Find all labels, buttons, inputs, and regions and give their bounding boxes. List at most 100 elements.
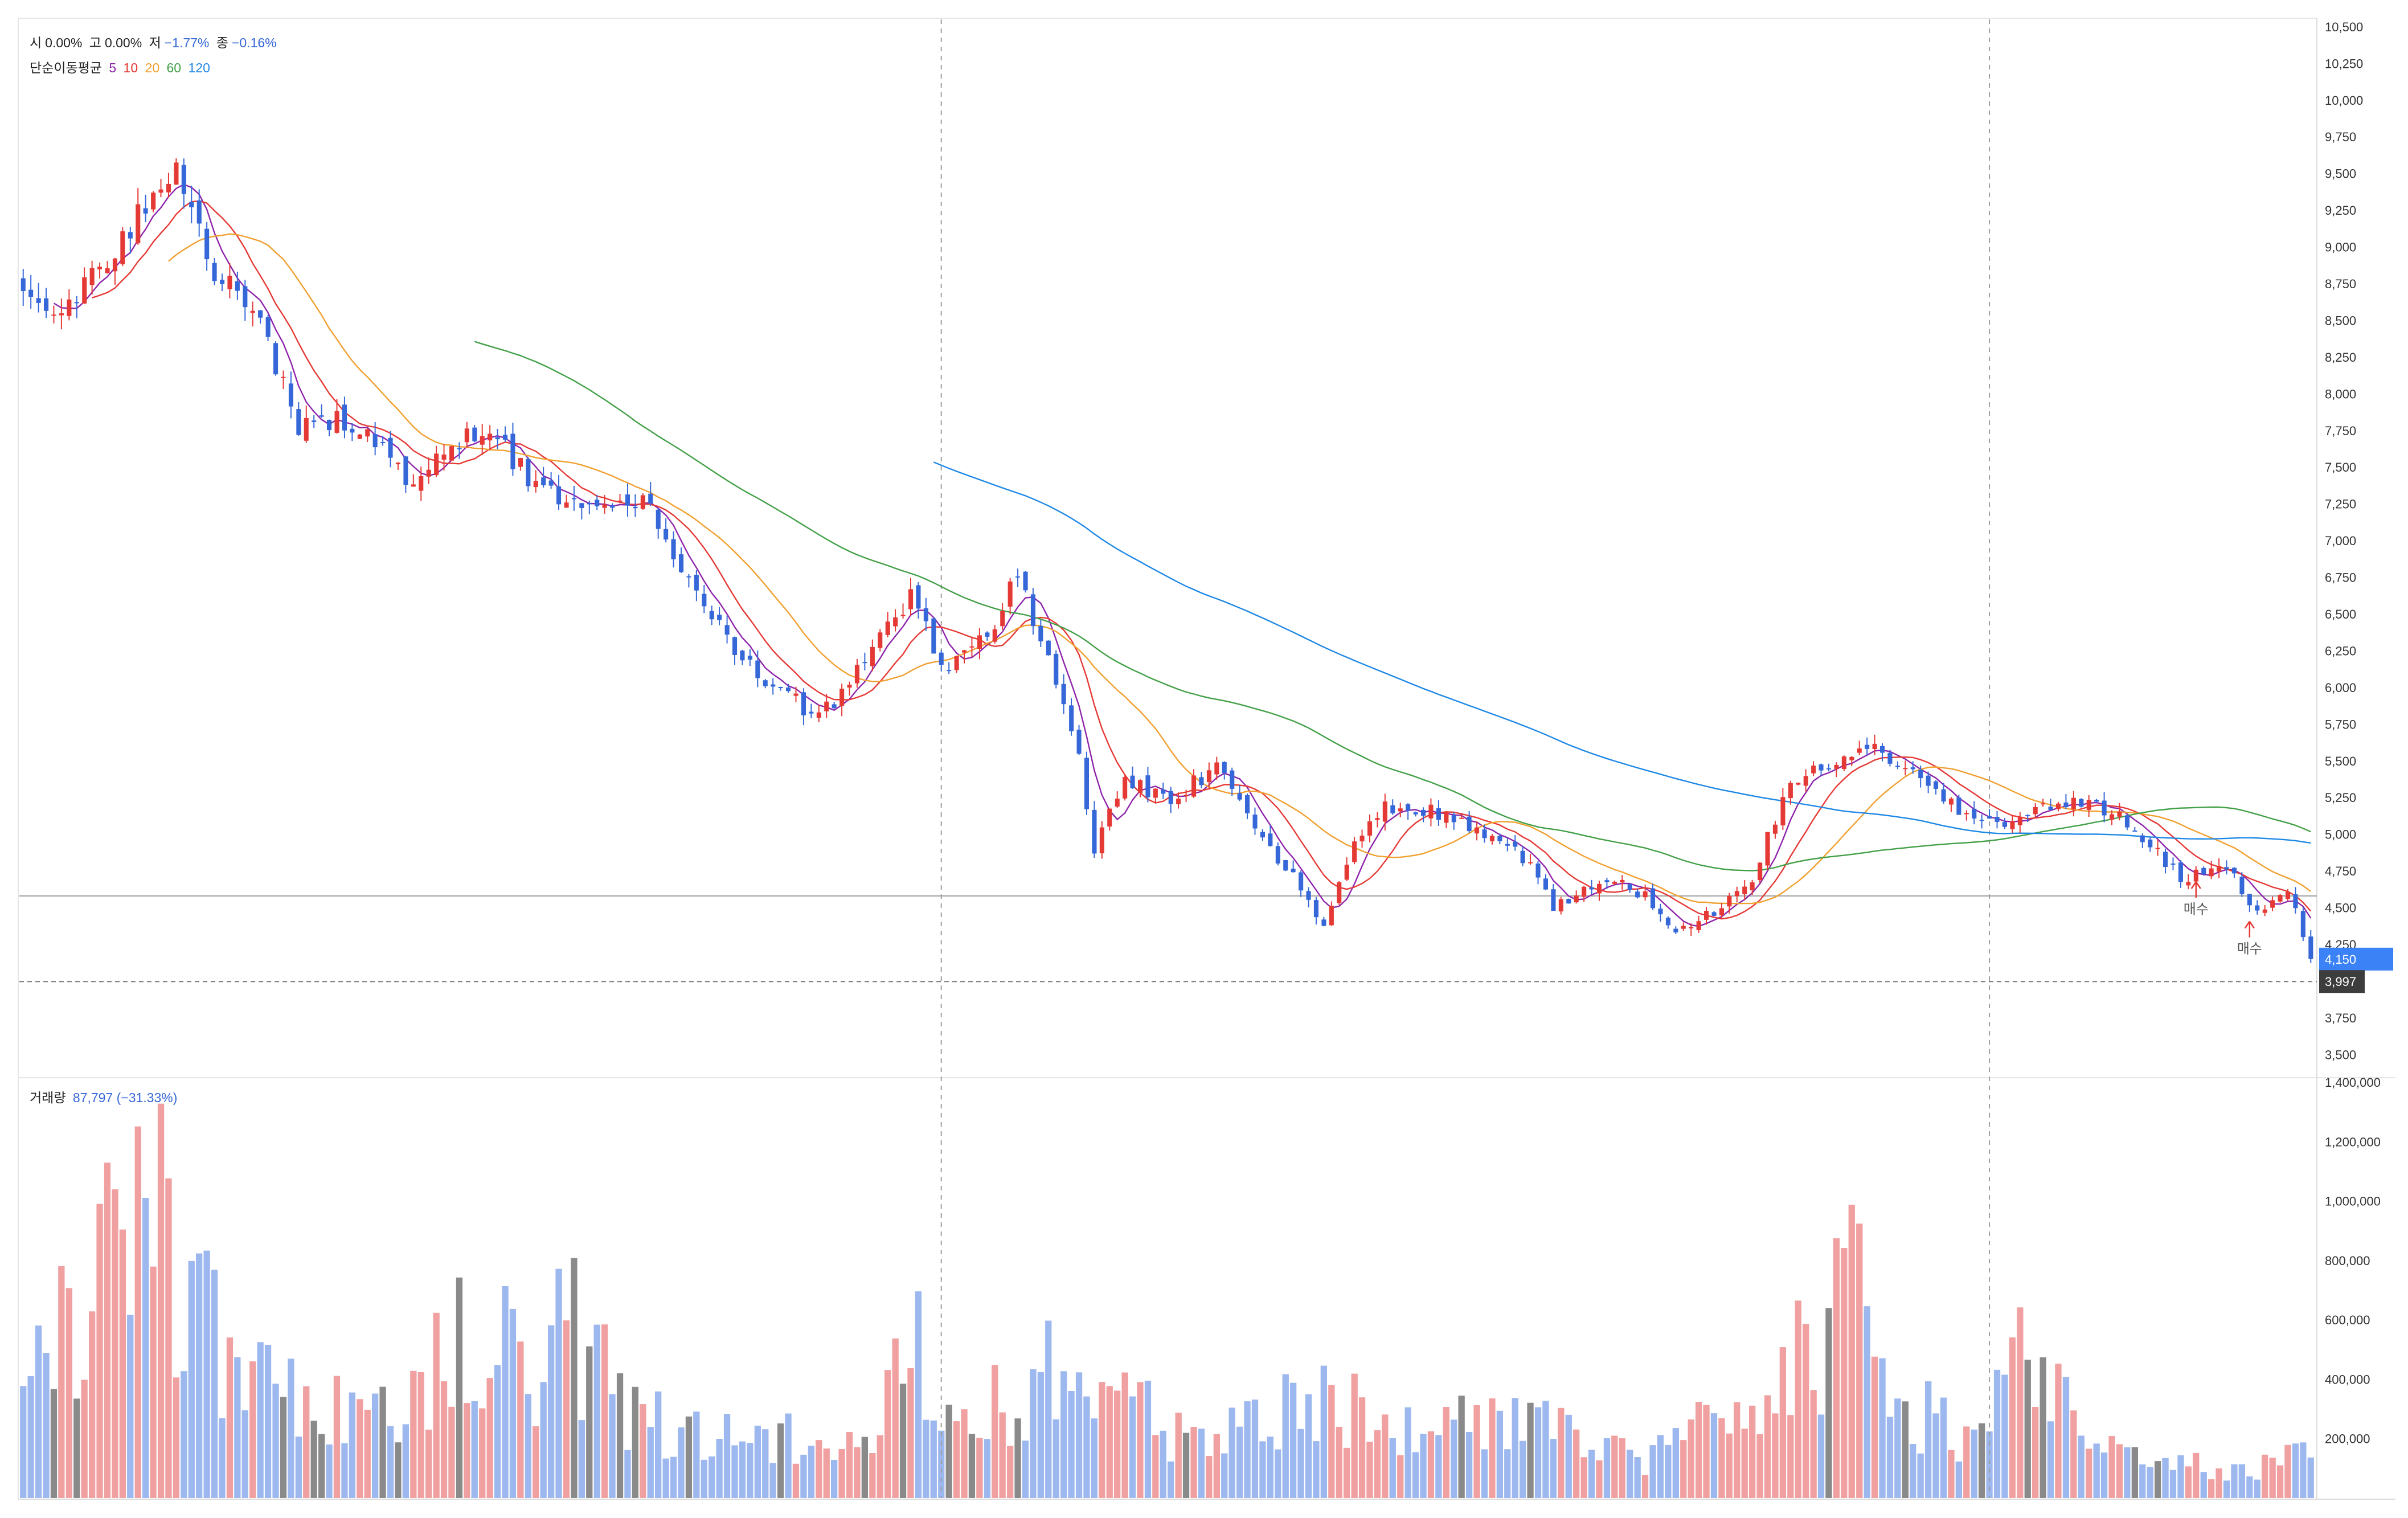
candle-body [1283,860,1288,871]
ma-legend-10[interactable]: 10 [123,60,138,75]
candle [724,615,730,644]
candle [1214,756,1219,780]
candle [1130,766,1135,789]
volume-bar [930,1420,937,1498]
volume-bar [593,1324,600,1498]
volume-bar [716,1439,723,1498]
volume-bar [1986,1431,1993,1498]
candle [1597,881,1602,901]
candle-body [1948,799,1954,805]
candle-body [1030,594,1035,627]
volume-bar [2169,1470,2177,1498]
ma-legend-5[interactable]: 5 [109,60,117,75]
volume-bar [1948,1450,1955,1498]
volume-bar [1787,1415,1794,1498]
volume-bar [219,1418,226,1498]
volume-bar [1588,1450,1595,1498]
ma-legend-60[interactable]: 60 [166,60,182,75]
candle-body [1015,576,1021,578]
candle-body [1765,832,1770,866]
ma-legend-20[interactable]: 20 [145,60,160,75]
candle [1796,782,1801,786]
volume-bar [1473,1405,1480,1498]
candle-body [1926,775,1931,786]
candle [243,280,248,321]
volume-bar [800,1454,807,1498]
candle-body [464,428,469,443]
volume-bar [2307,1457,2314,1498]
candle-body [1444,812,1449,823]
candle [679,547,684,574]
candle-body [541,477,546,485]
candle-body [495,437,500,440]
candle-body [640,495,645,509]
candle-body [548,480,554,486]
volume-bar [1037,1372,1044,1498]
candle [656,508,661,539]
volume-bar [1504,1449,1511,1498]
candle-body [1390,805,1395,813]
candle [51,305,56,324]
ma-line-120 [933,461,2311,844]
candle-body [916,585,921,609]
candle-body [1161,789,1166,794]
candle [763,679,768,689]
candle [1819,763,1824,776]
volume-bar [310,1421,317,1498]
candle [296,402,301,436]
candle [579,502,584,519]
candle-body [1627,883,1632,890]
candle [1321,916,1326,927]
candle [1627,883,1632,893]
candle [1857,740,1862,755]
volume-bar [464,1403,470,1498]
volume-bar [203,1250,210,1498]
volume-bar [1190,1427,1197,1498]
candle-body [786,688,791,692]
candle-body [2079,799,2084,807]
low-label: 저 [149,35,161,50]
candle [1398,803,1403,817]
volume-bar [448,1406,455,1498]
candle-body [1750,882,1755,890]
candle [1406,803,1411,820]
volume-bar [2078,1435,2085,1498]
candle-body [403,456,408,485]
volume-bar [1144,1380,1152,1498]
candle-body [1382,801,1387,822]
reference-price-tag-bg [2319,970,2365,993]
current-price-tag: 4,150 [2319,947,2393,971]
candle-body [212,263,217,281]
candle [2124,814,2129,830]
candle [2201,866,2206,876]
ma-legend[interactable]: 단순이동평균 5 10 20 60 120 [30,57,214,76]
candle [1872,734,1877,755]
candle-body [610,505,615,508]
candle-body [2293,894,2298,909]
volume-bar [1641,1475,1649,1498]
candle-body [2224,867,2229,870]
volume-bar [525,1394,531,1498]
volume-bar [502,1286,509,1498]
volume-bar [1053,1419,1059,1498]
candle [1551,883,1556,911]
buy-label: 매수 [2237,942,2262,957]
volume-bar [249,1361,256,1498]
candle [2255,900,2260,915]
candle-body [2171,864,2176,865]
candle [105,261,110,274]
candle [59,298,64,330]
candle [1222,761,1227,780]
candle-body [1191,775,1197,797]
candle-body [1275,846,1280,864]
candle [1880,743,1885,762]
volume-bar [533,1426,539,1498]
volume-bar [35,1325,42,1498]
volume-bar [1328,1385,1335,1498]
candle-body [258,310,263,318]
volume-axis-tick: 1,000,000 [2325,1194,2381,1209]
volume-bar [1045,1320,1052,1498]
ma-legend-120[interactable]: 120 [188,60,210,75]
